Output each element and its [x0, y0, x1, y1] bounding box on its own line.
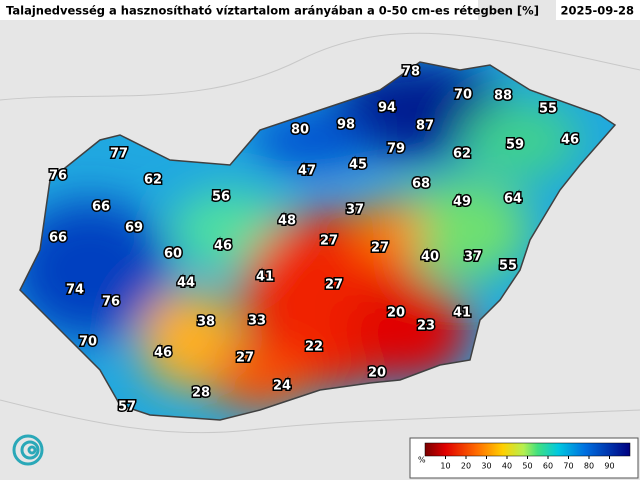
station-value: 70: [79, 335, 97, 350]
colorbar-tick-label: 10: [440, 462, 450, 471]
colorbar-tick-label: 80: [584, 462, 594, 471]
station-value: 27: [371, 241, 389, 256]
station-value: 59: [506, 138, 524, 153]
station-value: 27: [320, 234, 338, 249]
station-value: 79: [387, 142, 405, 157]
colorbar-tick-label: 90: [604, 462, 614, 471]
station-value: 62: [144, 173, 162, 188]
date: 2025-09-28: [560, 4, 634, 18]
station-value: 41: [453, 306, 471, 321]
station-value: 20: [387, 306, 405, 321]
station-value: 62: [453, 147, 471, 162]
station-value: 94: [378, 101, 396, 116]
station-value: 22: [305, 340, 323, 355]
station-value: 28: [192, 386, 210, 401]
station-value: 56: [212, 190, 230, 205]
station-value: 70: [454, 88, 472, 103]
station-value: 76: [102, 295, 120, 310]
title-box: [0, 0, 478, 20]
colorbar-tick-label: 60: [543, 462, 553, 471]
date-box: [556, 0, 640, 20]
station-value: 98: [337, 118, 355, 133]
station-value: 40: [421, 250, 439, 265]
logo: [12, 434, 44, 466]
station-value: 55: [539, 102, 557, 117]
station-value: 46: [214, 239, 232, 254]
station-value: 57: [118, 400, 136, 415]
colorbar-tick-label: 30: [481, 462, 491, 471]
station-value: 80: [291, 123, 309, 138]
station-value: 46: [154, 346, 172, 361]
station-value: 66: [49, 231, 67, 246]
station-value: 23: [417, 319, 435, 334]
station-value: 88: [494, 89, 512, 104]
station-value: 77: [110, 147, 128, 162]
station-value: 33: [248, 314, 266, 329]
station-value: 37: [464, 250, 482, 265]
station-value: 74: [66, 283, 84, 298]
station-value: 78: [402, 65, 420, 80]
station-value: 69: [125, 221, 143, 236]
colorbar-tick-label: 70: [563, 462, 573, 471]
station-value: 46: [561, 133, 579, 148]
station-value: 55: [499, 259, 517, 274]
colorbar-tick-label: 20: [461, 462, 471, 471]
station-value: 66: [92, 200, 110, 215]
station-value: 20: [368, 366, 386, 381]
background-relief: [0, 32, 640, 434]
station-value: 27: [236, 351, 254, 366]
station-value: 87: [416, 119, 434, 134]
colorbar: [424, 442, 631, 457]
station-value: 38: [197, 315, 215, 330]
station-value: 41: [256, 270, 274, 285]
station-value: 64: [504, 192, 522, 207]
colorbar-tick-label: 50: [522, 462, 532, 471]
title: Talajnedvesség a hasznosítható víztartal…: [6, 4, 539, 18]
station-value: 76: [49, 169, 67, 184]
station-value: 37: [346, 203, 364, 218]
station-value: 60: [164, 247, 182, 262]
station-value: 49: [453, 195, 471, 210]
station-value: 47: [298, 164, 316, 179]
station-value: 68: [412, 177, 430, 192]
colorbar-unit: %: [418, 456, 426, 465]
station-value: 45: [349, 158, 367, 173]
station-value: 27: [325, 278, 343, 293]
station-value: 48: [278, 214, 296, 229]
station-value: 24: [273, 379, 291, 394]
station-value: 44: [177, 276, 195, 291]
colorbar-tick-label: 40: [502, 462, 512, 471]
